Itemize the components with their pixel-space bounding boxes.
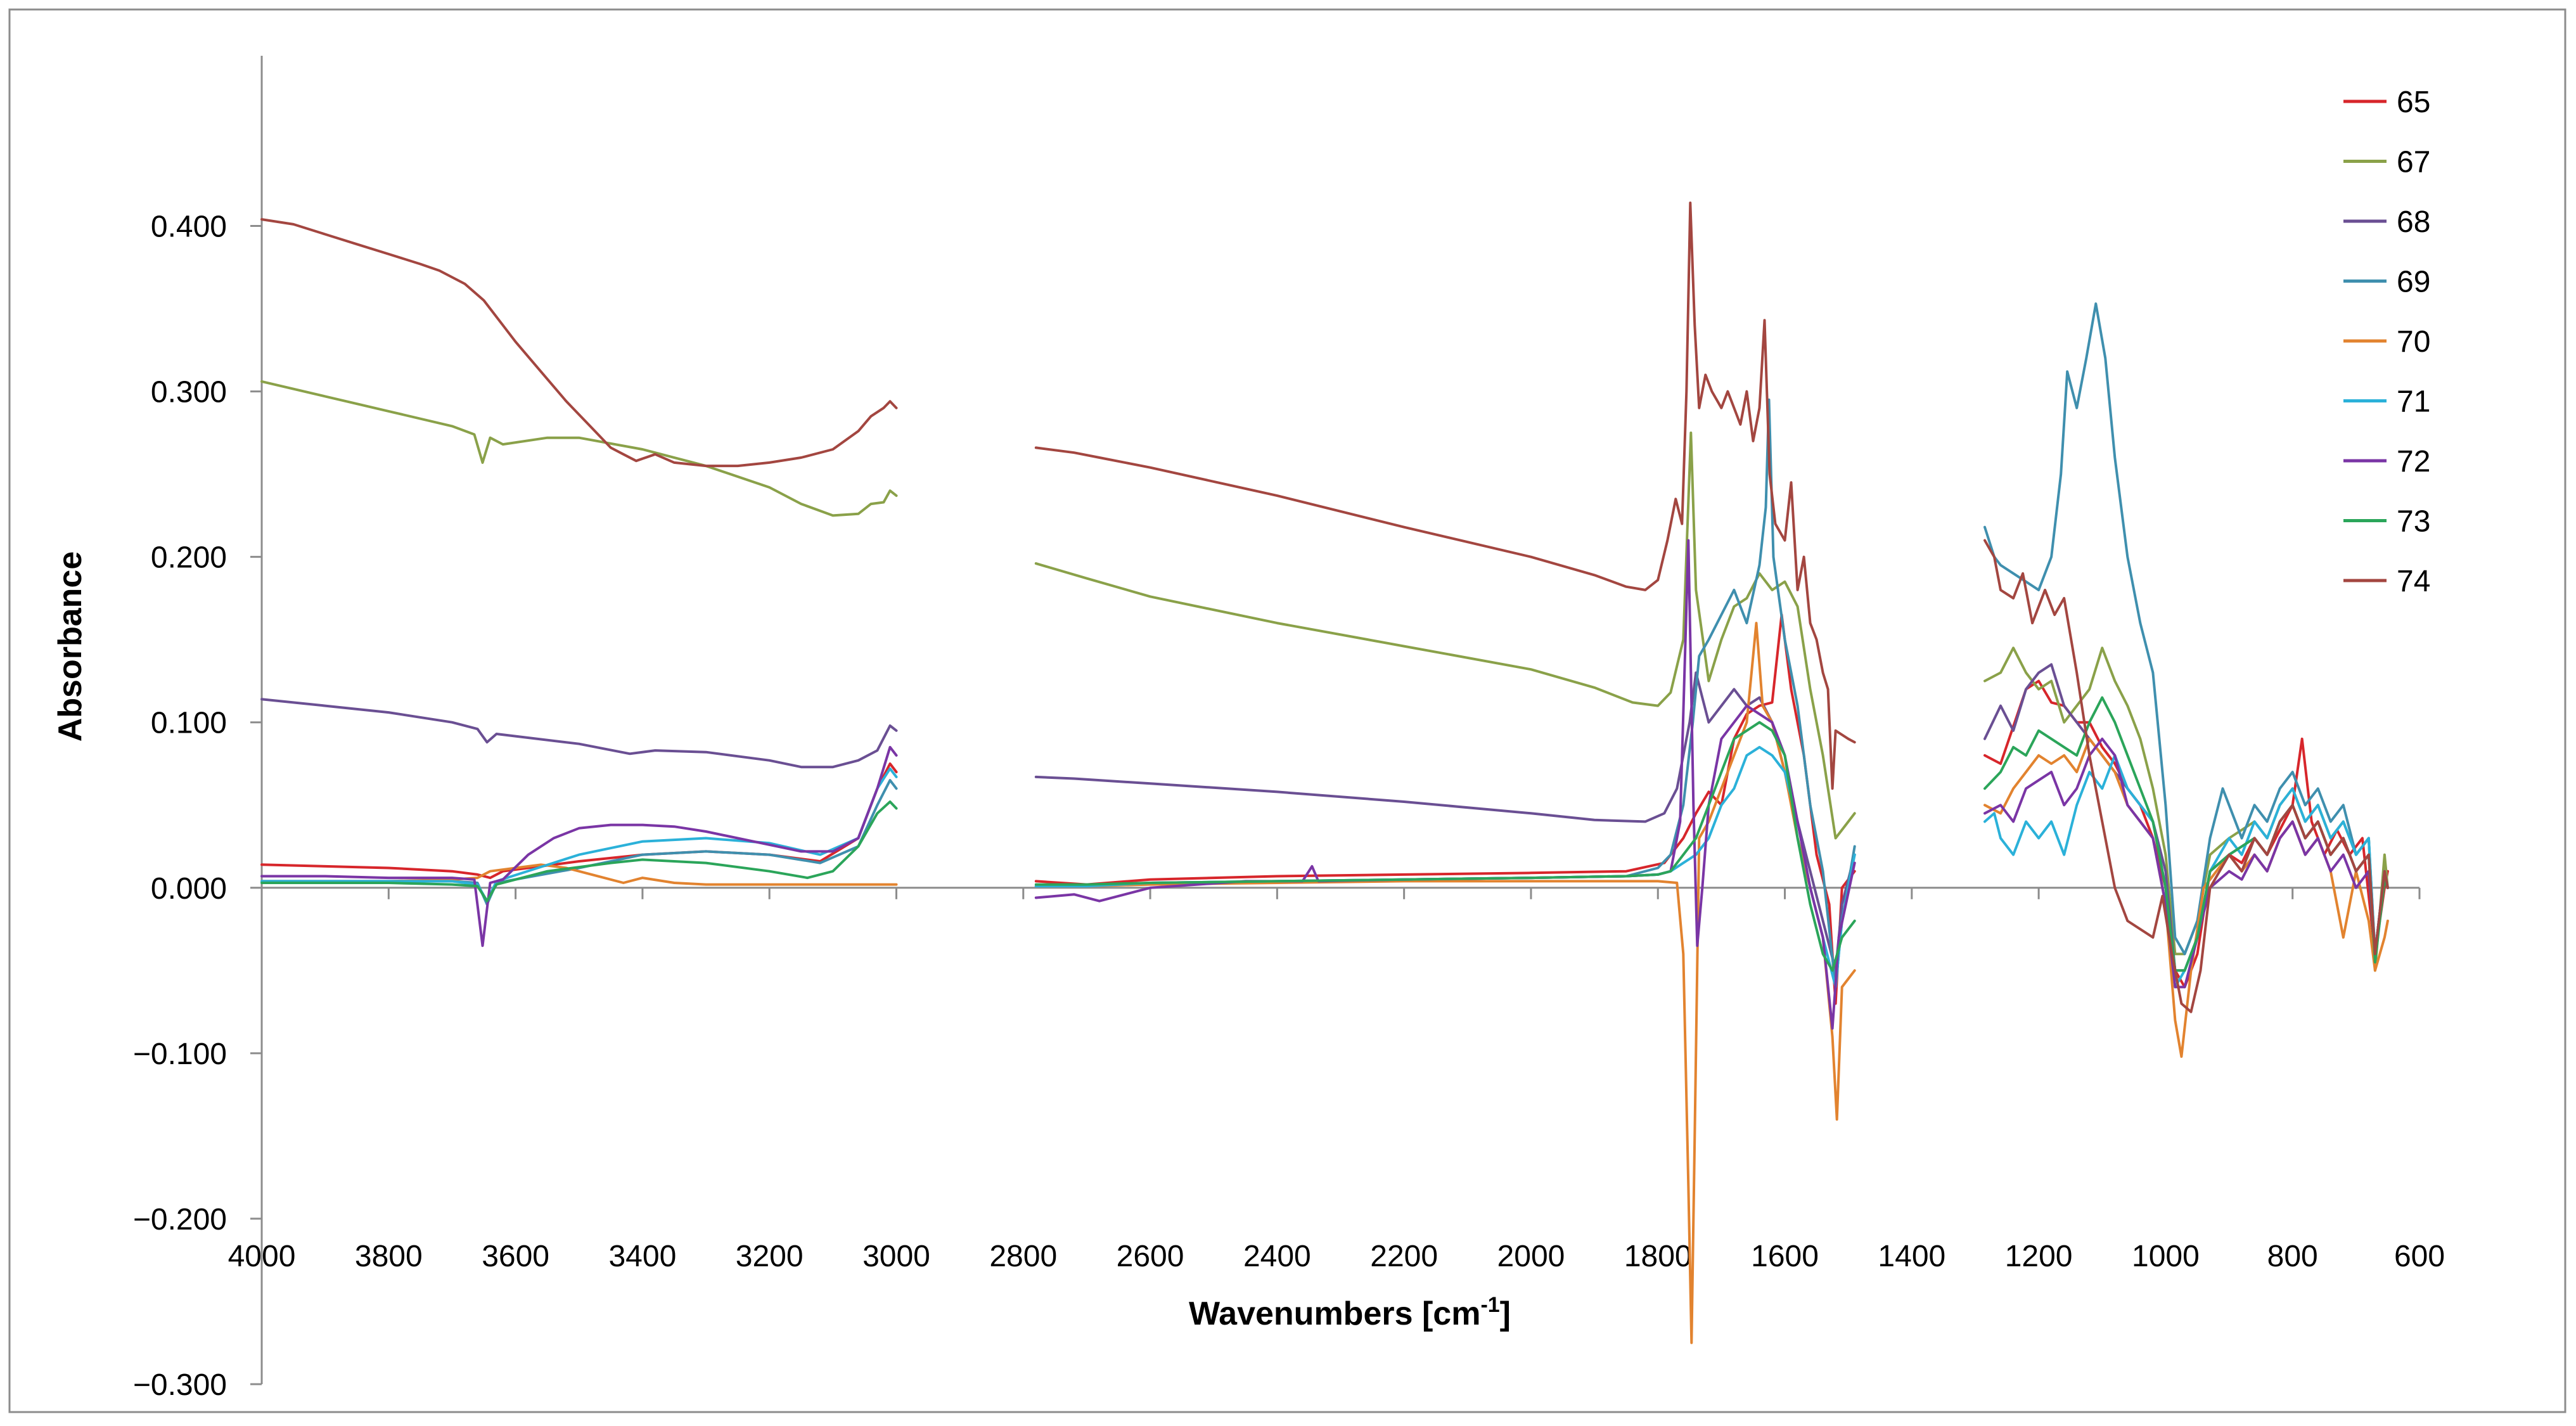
- x-tick-label: 1600: [1751, 1240, 1819, 1273]
- series-74-line-3: [1983, 539, 2389, 1013]
- series-73-line-1: [260, 800, 898, 902]
- series-74-line-1: [260, 218, 898, 468]
- y-tick-label: −0.100: [133, 1037, 227, 1071]
- legend-label: 69: [2397, 266, 2430, 299]
- x-axis-title: Wavenumbers [cm-1]: [1189, 1293, 1511, 1332]
- y-axis-ticks: 0.400 0.300 0.200 0.100 0.000 −0.100 −0.200 −0.…: [133, 210, 262, 1402]
- y-tick-label: 0.000: [151, 872, 227, 906]
- chart-border: [8, 8, 2566, 1413]
- x-tick-label: 3400: [608, 1240, 676, 1273]
- x-tick-label: 2400: [1243, 1240, 1311, 1273]
- legend-item-71: 71: [2343, 385, 2430, 419]
- series-67-line-2: [1034, 431, 1856, 840]
- legend-item-68: 68: [2343, 205, 2430, 239]
- legend-label: 74: [2397, 565, 2430, 598]
- x-tick-label: 1400: [1878, 1240, 1945, 1273]
- x-tick-label: 4000: [228, 1240, 296, 1273]
- series-72-line-3: [1983, 737, 2389, 989]
- legend-label: 67: [2397, 146, 2430, 179]
- y-tick-label: 0.300: [151, 376, 227, 409]
- legend-label: 73: [2397, 505, 2430, 539]
- x-tick-label: 1000: [2132, 1240, 2200, 1273]
- y-tick-label: 0.200: [151, 541, 227, 575]
- series-67-line-1: [260, 380, 898, 517]
- series-68-line-2: [1034, 671, 1856, 972]
- series-68-line-1: [260, 698, 898, 769]
- series-lines: [260, 202, 2389, 1344]
- legend-item-67: 67: [2343, 146, 2430, 179]
- legend-label: 71: [2397, 385, 2430, 419]
- legend-item-73: 73: [2343, 505, 2430, 539]
- y-tick-label: 0.100: [151, 707, 227, 740]
- x-tick-label: 3000: [862, 1240, 930, 1273]
- series-70-line-3: [1983, 737, 2389, 1058]
- y-tick-label: −0.200: [133, 1203, 227, 1237]
- legend-label: 68: [2397, 205, 2430, 239]
- x-axis-title-close: ]: [1500, 1295, 1511, 1332]
- y-axis-title: Absorbance: [52, 551, 89, 742]
- legend-item-74: 74: [2343, 565, 2430, 598]
- x-tick-label: 3800: [355, 1240, 423, 1273]
- legend-label: 72: [2397, 445, 2430, 479]
- series-74-line-2: [1034, 202, 1856, 790]
- legend-item-69: 69: [2343, 266, 2430, 299]
- x-axis-title-superscript: -1: [1480, 1293, 1499, 1317]
- x-tick-label: 800: [2267, 1240, 2318, 1273]
- x-tick-label: 1200: [2005, 1240, 2073, 1273]
- axes: [260, 56, 2419, 1384]
- x-tick-label: 2000: [1497, 1240, 1565, 1273]
- legend: 65 67 68 69 70 71 72 73 74: [2343, 86, 2430, 598]
- series-73-line-2: [1034, 721, 1856, 972]
- x-tick-label: 600: [2394, 1240, 2445, 1273]
- legend-item-72: 72: [2343, 445, 2430, 479]
- x-tick-label: 3200: [736, 1240, 804, 1273]
- legend-label: 70: [2397, 325, 2430, 359]
- legend-item-70: 70: [2343, 325, 2430, 359]
- series-69-line-3: [1983, 302, 2389, 956]
- x-tick-label: 3600: [482, 1240, 549, 1273]
- x-tick-label: 1800: [1624, 1240, 1692, 1273]
- y-tick-label: −0.300: [133, 1368, 227, 1402]
- legend-item-65: 65: [2343, 86, 2430, 119]
- x-tick-label: 2600: [1117, 1240, 1184, 1273]
- series-72-line-1: [260, 745, 898, 947]
- x-axis-title-main: Wavenumbers [cm: [1189, 1295, 1480, 1332]
- legend-label: 65: [2397, 86, 2430, 119]
- y-tick-label: 0.400: [151, 210, 227, 244]
- x-tick-label: 2800: [989, 1240, 1057, 1273]
- x-axis-ticks: 4000 3800 3600 3400 3200 3000 2800 2600 2400 2200…: [228, 887, 2445, 1273]
- series-74: [260, 202, 2389, 1013]
- x-tick-label: 2200: [1370, 1240, 1438, 1273]
